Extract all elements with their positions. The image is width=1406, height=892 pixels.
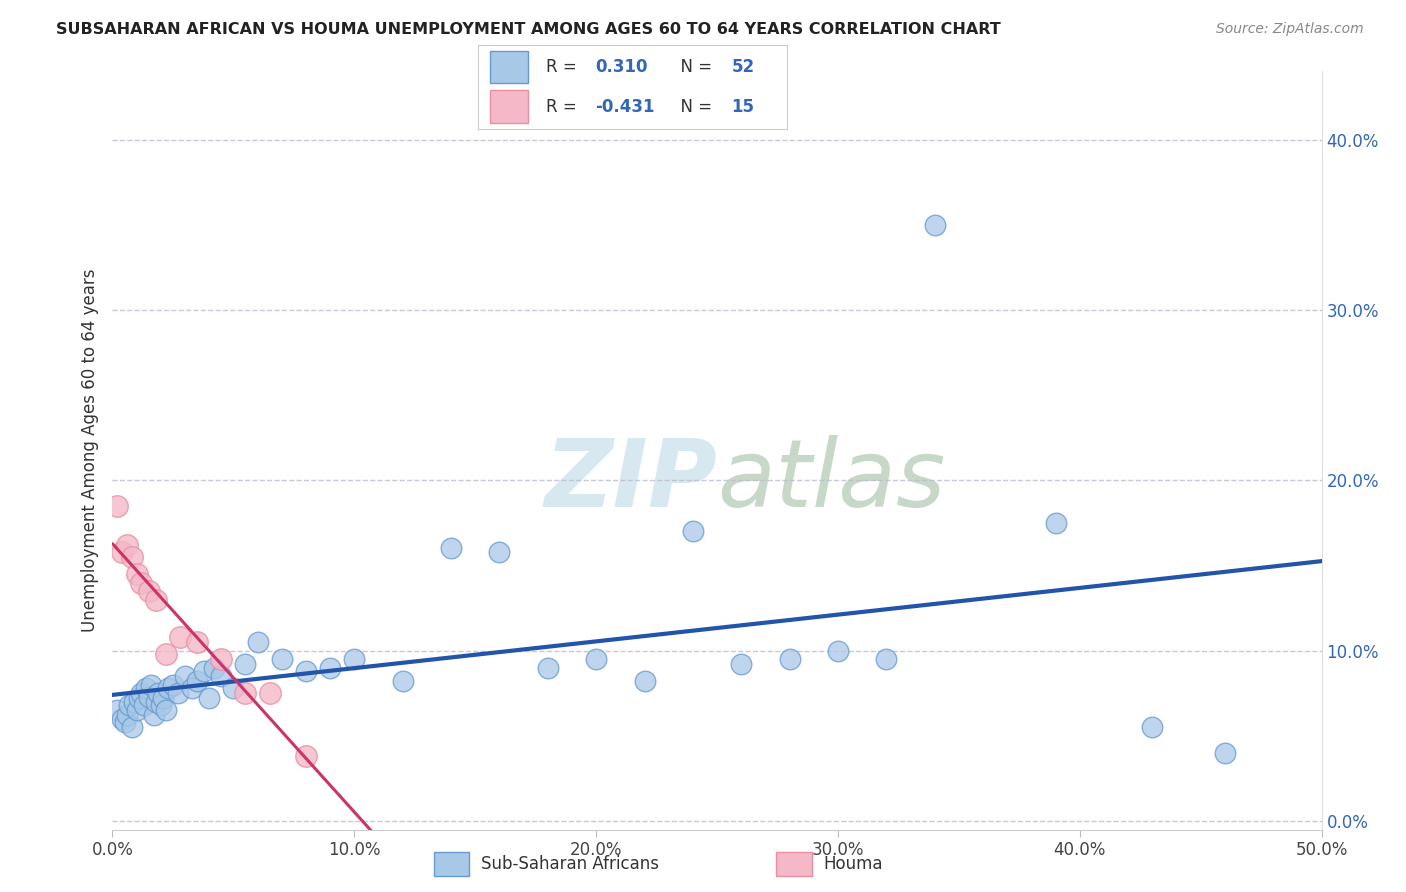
Text: Houma: Houma (824, 855, 883, 873)
Text: atlas: atlas (717, 435, 945, 526)
Point (149, 698, 172, 713)
Point (131, 575, 153, 590)
Point (142, 708, 165, 723)
Point (122, 695, 145, 709)
Point (135, 681, 157, 695)
Point (128, 691, 150, 706)
Point (174, 669, 197, 683)
Point (235, 657, 257, 672)
Text: -0.431: -0.431 (596, 98, 655, 116)
Point (141, 678, 163, 692)
Point (1045, 516, 1067, 530)
Point (186, 635, 208, 649)
Point (1142, 720, 1164, 734)
Point (162, 678, 184, 692)
Text: Sub-Saharan Africans: Sub-Saharan Africans (481, 855, 659, 873)
Text: N =: N = (669, 98, 717, 116)
Point (270, 652, 292, 666)
Y-axis label: Unemployment Among Ages 60 to 64 years: Unemployment Among Ages 60 to 64 years (80, 268, 98, 632)
Point (186, 674, 208, 689)
Point (145, 592, 167, 607)
Text: SUBSAHARAN AFRICAN VS HOUMA UNEMPLOYMENT AMONG AGES 60 TO 64 YEARS CORRELATION C: SUBSAHARAN AFRICAN VS HOUMA UNEMPLOYMENT… (56, 22, 1001, 37)
Point (132, 698, 155, 713)
FancyBboxPatch shape (776, 853, 811, 876)
Text: Source: ZipAtlas.com: Source: ZipAtlas.com (1216, 22, 1364, 37)
Point (148, 686, 170, 700)
Point (235, 686, 257, 700)
Point (633, 674, 655, 689)
Point (924, 218, 946, 232)
Point (730, 657, 752, 672)
Point (121, 720, 143, 734)
Point (319, 661, 342, 675)
Point (138, 690, 160, 704)
Text: 52: 52 (731, 58, 755, 76)
Text: 15: 15 (731, 98, 755, 116)
Point (111, 712, 134, 726)
FancyBboxPatch shape (491, 51, 527, 83)
Point (343, 652, 366, 666)
Point (875, 652, 897, 666)
Point (202, 661, 225, 675)
Point (181, 681, 204, 695)
Point (166, 686, 188, 700)
Point (131, 686, 153, 700)
Point (779, 652, 801, 666)
Point (537, 661, 560, 675)
Point (209, 669, 232, 683)
Point (222, 681, 245, 695)
Point (488, 545, 510, 559)
Point (209, 652, 232, 666)
Point (115, 708, 138, 723)
Text: R =: R = (546, 58, 588, 76)
Text: 0.310: 0.310 (596, 58, 648, 76)
Point (1213, 746, 1236, 760)
Point (157, 681, 180, 695)
Point (682, 524, 704, 539)
Point (125, 703, 148, 717)
Point (152, 691, 174, 706)
Point (193, 664, 215, 678)
Point (259, 686, 281, 700)
Point (295, 664, 318, 678)
Point (118, 698, 141, 713)
FancyBboxPatch shape (433, 853, 470, 876)
Point (440, 541, 463, 556)
Point (585, 652, 607, 666)
Point (121, 549, 143, 564)
Point (145, 695, 167, 709)
Point (827, 643, 849, 657)
Point (111, 545, 134, 559)
Point (105, 703, 128, 717)
Text: N =: N = (669, 58, 717, 76)
Point (169, 630, 191, 644)
Point (391, 674, 413, 689)
Point (155, 647, 177, 661)
Point (138, 584, 160, 599)
Point (155, 703, 177, 717)
Point (114, 715, 136, 730)
Text: R =: R = (546, 98, 582, 116)
Point (246, 635, 269, 649)
Text: ZIP: ZIP (544, 434, 717, 527)
Point (198, 691, 221, 706)
Point (125, 566, 148, 581)
Point (295, 749, 318, 764)
Point (115, 538, 138, 552)
Point (105, 499, 128, 513)
FancyBboxPatch shape (491, 90, 527, 122)
